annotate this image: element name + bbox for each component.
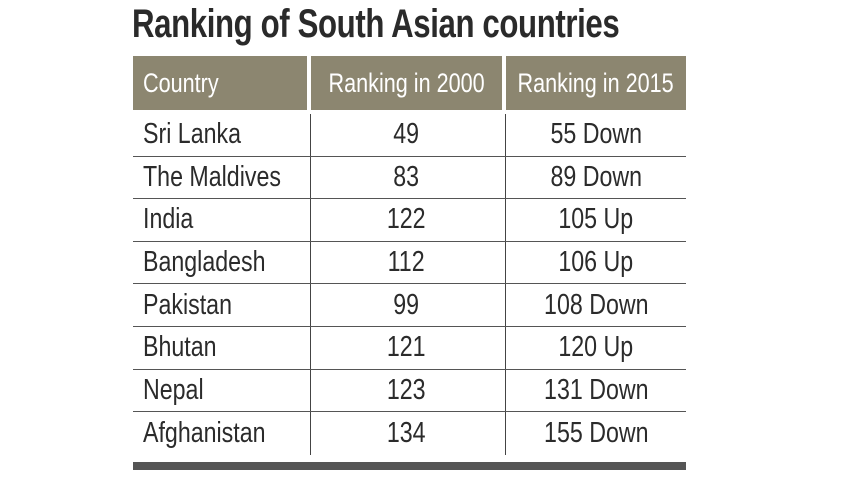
header-2000: Ranking in 2000 [311,56,502,110]
cell-country: Afghanistan [133,412,307,455]
header-2015: Ranking in 2015 [506,56,686,110]
cell-ranking-2015: 55 Down [505,114,686,156]
cell-text: 134 [387,416,426,449]
cell-text: 89 Down [550,160,642,193]
cell-ranking-2000: 83 [310,156,502,199]
table-row: The Maldives 83 89 Down [133,156,686,200]
chart-title: Ranking of South Asian countries [132,2,620,46]
bottom-rule [133,462,686,470]
table-row: Nepal 123 131 Down [133,369,686,413]
header-label: Ranking in 2000 [328,67,485,98]
table-row: Bangladesh 112 106 Up [133,241,686,285]
table-body: Sri Lanka 49 55 Down The Maldives 83 89 Down I… [133,114,686,455]
cell-ranking-2015: 155 Down [505,412,686,455]
cell-text: Nepal [143,373,204,406]
cell-text: 99 [393,288,420,321]
cell-ranking-2000: 122 [310,199,502,241]
cell-text: 105 Up [558,203,634,236]
cell-text: 112 [387,246,425,279]
cell-text: 49 [393,118,420,151]
cell-ranking-2015: 89 Down [505,156,686,199]
cell-ranking-2015: 105 Up [505,199,686,241]
table-row: India 122 105 Up [133,199,686,242]
cell-text: Sri Lanka [143,118,242,151]
cell-text: 120 Up [558,331,634,364]
cell-text: Bangladesh [143,246,266,279]
cell-country: The Maldives [133,157,307,199]
cell-text: 55 Down [550,118,642,151]
table-row: Afghanistan 134 155 Down [133,412,686,455]
cell-text: Bhutan [143,331,217,364]
table-row: Sri Lanka 49 55 Down [133,114,686,157]
cell-text: 121 [387,331,426,364]
table-row: Bhutan 121 120 Up [133,326,686,370]
cell-text: 106 Up [558,246,634,279]
header-label: Ranking in 2015 [517,67,675,98]
cell-country: Bhutan [133,327,307,369]
table-row: Pakistan 99 108 Down [133,284,686,327]
ranking-table: Country Ranking in 2000 Ranking in 2015 … [133,56,686,455]
cell-text: 108 Down [543,288,649,321]
header-country: Country [133,56,307,110]
cell-text: India [143,203,194,236]
cell-text: The Maldives [143,160,281,193]
cell-text: 123 [387,373,426,406]
cell-text: 83 [393,160,420,193]
cell-ranking-2000: 123 [310,369,502,412]
cell-ranking-2000: 99 [310,284,502,326]
cell-ranking-2000: 121 [310,326,502,369]
cell-ranking-2015: 131 Down [505,369,686,412]
header-label: Country [143,67,219,98]
cell-ranking-2015: 108 Down [505,284,686,326]
cell-ranking-2000: 49 [310,114,502,156]
cell-country: Pakistan [133,284,307,326]
cell-country: Bangladesh [133,242,307,284]
cell-ranking-2015: 106 Up [505,241,686,284]
cell-text: 131 Down [543,373,649,406]
cell-text: Pakistan [143,288,232,321]
cell-ranking-2015: 120 Up [505,326,686,369]
cell-ranking-2000: 134 [310,412,502,455]
cell-ranking-2000: 112 [310,241,502,284]
cell-text: Afghanistan [143,416,266,449]
cell-text: 122 [387,203,426,236]
table-header: Country Ranking in 2000 Ranking in 2015 [133,56,686,110]
cell-text: 155 Down [543,416,649,449]
cell-country: Sri Lanka [133,114,307,156]
cell-country: India [133,199,307,241]
cell-country: Nepal [133,370,307,412]
